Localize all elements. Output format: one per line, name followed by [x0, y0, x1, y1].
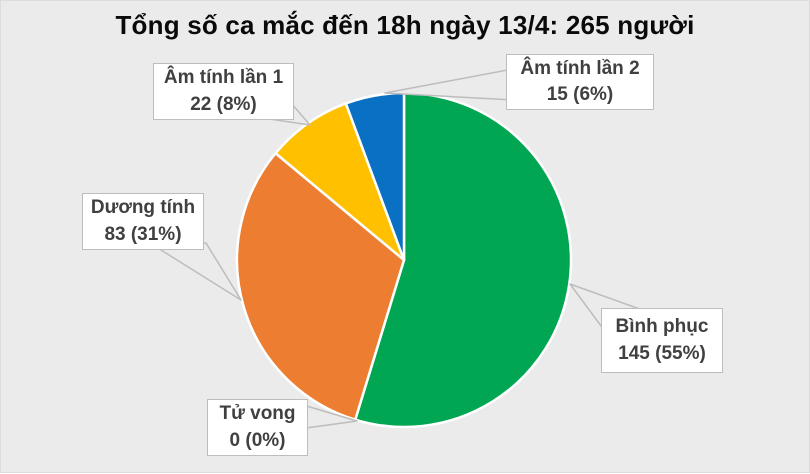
- callout-value: 145 (55%): [618, 342, 706, 364]
- callout-label: Âm tính lần 1: [163, 67, 284, 89]
- callout-duong-tinh: Dương tính 83 (31%): [82, 193, 204, 250]
- callout-am-tinh-lan-2: Âm tính lần 2 15 (6%): [506, 54, 654, 110]
- callout-binh-phuc: Bình phục 145 (55%): [601, 308, 723, 373]
- pie-slice-2: [235, 152, 406, 421]
- callout-label: Dương tính: [90, 197, 196, 219]
- callout-value: 83 (31%): [104, 223, 182, 245]
- callout-value: 15 (6%): [546, 84, 614, 105]
- pie-slices: [235, 91, 573, 429]
- callout-value: 0 (0%): [229, 429, 286, 451]
- callout-label: Tử vong: [219, 403, 296, 425]
- callout-pointer-duong-tinh: [152, 242, 242, 301]
- callout-label: Bình phục: [615, 316, 709, 338]
- chart-title: Tổng số ca mắc đến 18h ngày 13/4: 265 ng…: [115, 10, 695, 40]
- callout-value: 22 (8%): [190, 93, 257, 115]
- callout-label: Âm tính lần 2: [520, 57, 640, 79]
- callout-tu-vong: Tử vong 0 (0%): [207, 399, 308, 456]
- pie-slice-0: [353, 91, 573, 429]
- callout-am-tinh-lan-1: Âm tính lần 1 22 (8%): [153, 63, 294, 120]
